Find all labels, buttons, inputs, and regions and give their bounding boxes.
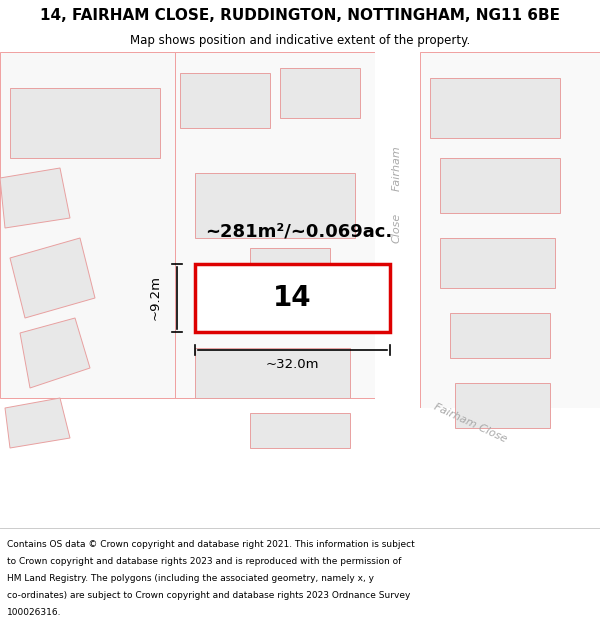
Bar	[430, 78, 560, 138]
Bar	[180, 73, 270, 128]
Polygon shape	[10, 238, 95, 318]
Text: Close: Close	[392, 213, 402, 243]
Polygon shape	[420, 52, 600, 473]
Text: Fairham Close: Fairham Close	[432, 402, 508, 444]
Text: Contains OS data © Crown copyright and database right 2021. This information is : Contains OS data © Crown copyright and d…	[7, 539, 415, 549]
Text: 14, FAIRHAM CLOSE, RUDDINGTON, NOTTINGHAM, NG11 6BE: 14, FAIRHAM CLOSE, RUDDINGTON, NOTTINGHA…	[40, 8, 560, 23]
Bar	[10, 88, 160, 158]
Text: co-ordinates) are subject to Crown copyright and database rights 2023 Ordnance S: co-ordinates) are subject to Crown copyr…	[7, 591, 410, 599]
Bar	[250, 413, 350, 448]
Text: Fairham: Fairham	[392, 145, 402, 191]
Bar	[195, 348, 350, 398]
Polygon shape	[175, 52, 375, 398]
Bar	[450, 313, 550, 358]
Text: to Crown copyright and database rights 2023 and is reproduced with the permissio: to Crown copyright and database rights 2…	[7, 557, 401, 566]
Text: ~32.0m: ~32.0m	[266, 357, 319, 371]
Polygon shape	[0, 52, 175, 398]
Bar	[440, 238, 555, 288]
Bar	[250, 248, 330, 288]
Text: HM Land Registry. The polygons (including the associated geometry, namely x, y: HM Land Registry. The polygons (includin…	[7, 574, 374, 582]
Text: ~281m²/~0.069ac.: ~281m²/~0.069ac.	[205, 223, 392, 241]
Polygon shape	[20, 318, 90, 388]
Polygon shape	[375, 52, 420, 473]
Polygon shape	[310, 408, 600, 528]
Polygon shape	[0, 168, 70, 228]
Bar	[455, 383, 550, 428]
Bar	[195, 173, 355, 238]
Bar	[440, 158, 560, 213]
Text: 100026316.: 100026316.	[7, 608, 62, 616]
Bar	[195, 264, 390, 332]
Text: ~9.2m: ~9.2m	[149, 276, 161, 321]
Polygon shape	[5, 398, 70, 448]
Text: 14: 14	[273, 284, 312, 312]
Text: Map shows position and indicative extent of the property.: Map shows position and indicative extent…	[130, 34, 470, 47]
Bar	[280, 68, 360, 118]
